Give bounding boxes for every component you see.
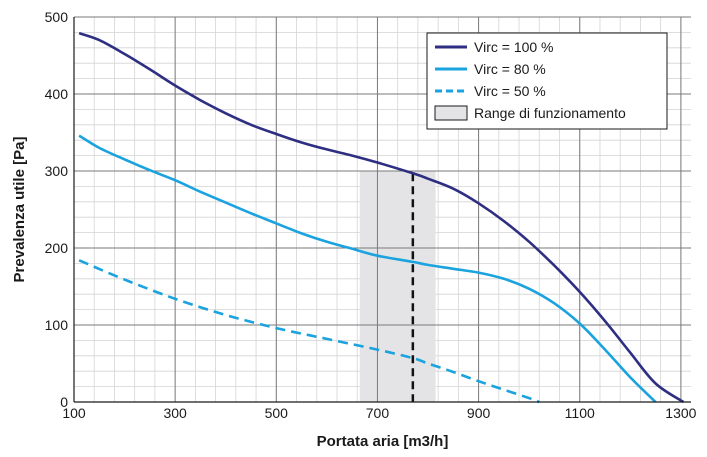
x-tick-labels: 100 300 500 700 900 1100 1300 [62, 405, 696, 421]
legend-label-range: Range di funzionamento [474, 105, 626, 121]
y-tick-label: 400 [45, 86, 69, 102]
y-axis-title: Prevalenza utile [Pa] [11, 137, 28, 283]
legend-label-1: Virc = 100 % [474, 39, 554, 55]
series-line-2 [78, 134, 657, 403]
series-line-1 [78, 31, 685, 404]
x-tick-label: 700 [366, 405, 390, 421]
y-tick-label: 500 [45, 9, 69, 25]
x-tick-label: 500 [265, 405, 289, 421]
x-tick-label: 900 [467, 405, 491, 421]
x-tick-label: 100 [62, 405, 86, 421]
y-tick-label: 0 [60, 394, 68, 410]
x-tick-label: 1300 [665, 405, 696, 421]
legend-swatch-range [434, 105, 468, 121]
series-layer [78, 31, 685, 404]
legend-label-3: Virc = 50 % [474, 83, 546, 99]
y-tick-label: 100 [45, 317, 69, 333]
legend-label-2: Virc = 80 % [474, 61, 546, 77]
x-axis-title: Portata aria [m3/h] [317, 433, 449, 450]
x-tick-label: 1100 [565, 405, 595, 421]
y-tick-labels: 0 100 200 300 400 500 [45, 9, 69, 410]
legend: Virc = 100 % Virc = 80 % Virc = 50 % Range … [426, 32, 668, 130]
operating-range-band [359, 171, 436, 402]
axes [73, 17, 691, 403]
y-tick-label: 200 [45, 240, 69, 256]
operating-range-layer [359, 171, 436, 402]
y-tick-label: 300 [45, 163, 69, 179]
x-tick-label: 300 [163, 405, 187, 421]
series-line-3 [78, 259, 540, 404]
